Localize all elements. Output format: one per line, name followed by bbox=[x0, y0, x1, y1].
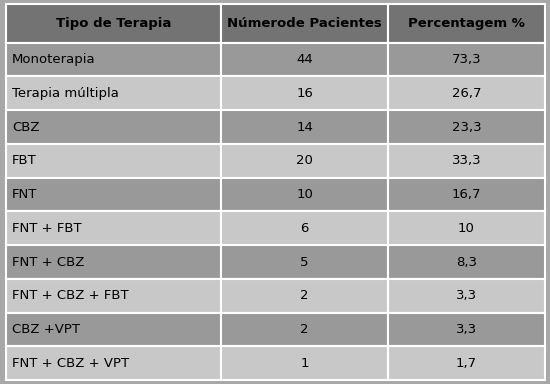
Text: 44: 44 bbox=[296, 53, 313, 66]
Text: 3,3: 3,3 bbox=[456, 289, 477, 302]
Text: 2: 2 bbox=[300, 289, 309, 302]
Text: FNT + CBZ + VPT: FNT + CBZ + VPT bbox=[12, 357, 129, 370]
Bar bbox=[221, 178, 388, 212]
Bar bbox=[221, 313, 388, 346]
Bar bbox=[221, 43, 388, 76]
Text: 20: 20 bbox=[296, 154, 313, 167]
Text: 73,3: 73,3 bbox=[452, 53, 481, 66]
Text: Terapia múltipla: Terapia múltipla bbox=[12, 87, 119, 100]
Text: FNT + CBZ + FBT: FNT + CBZ + FBT bbox=[12, 289, 129, 302]
Bar bbox=[221, 110, 388, 144]
Text: CBZ: CBZ bbox=[12, 121, 40, 134]
Bar bbox=[6, 313, 221, 346]
Bar bbox=[221, 279, 388, 313]
Bar bbox=[221, 76, 388, 110]
Text: 5: 5 bbox=[300, 255, 309, 268]
Text: FNT: FNT bbox=[12, 188, 37, 201]
Text: 16: 16 bbox=[296, 87, 313, 100]
Bar bbox=[6, 245, 221, 279]
Bar bbox=[221, 144, 388, 178]
Text: 1,7: 1,7 bbox=[456, 357, 477, 370]
Bar bbox=[221, 245, 388, 279]
Text: 10: 10 bbox=[296, 188, 313, 201]
Text: 10: 10 bbox=[458, 222, 475, 235]
Text: FNT + FBT: FNT + FBT bbox=[12, 222, 82, 235]
Text: 6: 6 bbox=[300, 222, 309, 235]
Text: 2: 2 bbox=[300, 323, 309, 336]
Text: Tipo de Terapia: Tipo de Terapia bbox=[56, 17, 171, 30]
Bar bbox=[6, 212, 221, 245]
Text: 14: 14 bbox=[296, 121, 313, 134]
Bar bbox=[221, 212, 388, 245]
Bar bbox=[388, 76, 544, 110]
Bar bbox=[6, 279, 221, 313]
Text: 8,3: 8,3 bbox=[456, 255, 477, 268]
Bar bbox=[6, 178, 221, 212]
Bar bbox=[6, 76, 221, 110]
Bar bbox=[388, 110, 544, 144]
Text: Monoterapia: Monoterapia bbox=[12, 53, 96, 66]
Bar bbox=[6, 43, 221, 76]
Text: FNT + CBZ: FNT + CBZ bbox=[12, 255, 85, 268]
Text: Percentagem %: Percentagem % bbox=[408, 17, 525, 30]
Bar bbox=[388, 4, 544, 43]
Bar bbox=[6, 346, 221, 380]
Bar bbox=[221, 346, 388, 380]
Text: 1: 1 bbox=[300, 357, 309, 370]
Text: 16,7: 16,7 bbox=[452, 188, 481, 201]
Bar bbox=[6, 110, 221, 144]
Text: Númerode Pacientes: Númerode Pacientes bbox=[227, 17, 382, 30]
Text: 26,7: 26,7 bbox=[452, 87, 481, 100]
Text: FBT: FBT bbox=[12, 154, 37, 167]
Bar bbox=[388, 245, 544, 279]
Bar bbox=[388, 144, 544, 178]
Bar bbox=[388, 313, 544, 346]
Bar bbox=[388, 346, 544, 380]
Bar bbox=[6, 144, 221, 178]
Text: 3,3: 3,3 bbox=[456, 323, 477, 336]
Text: CBZ +VPT: CBZ +VPT bbox=[12, 323, 80, 336]
Text: 33,3: 33,3 bbox=[452, 154, 481, 167]
Bar bbox=[6, 4, 221, 43]
Bar bbox=[388, 279, 544, 313]
Bar bbox=[221, 4, 388, 43]
Bar bbox=[388, 43, 544, 76]
Bar bbox=[388, 212, 544, 245]
Bar bbox=[388, 178, 544, 212]
Text: 23,3: 23,3 bbox=[452, 121, 481, 134]
